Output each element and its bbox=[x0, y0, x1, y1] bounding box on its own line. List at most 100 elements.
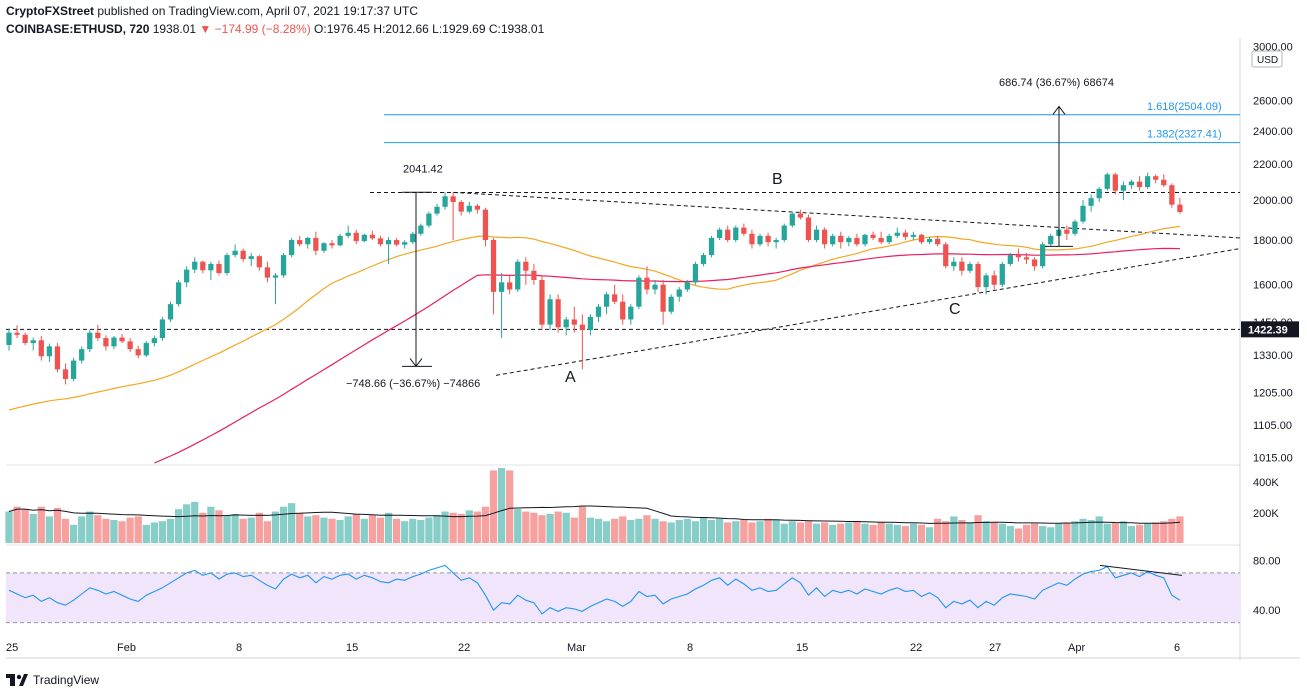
time-tick-label: 22 bbox=[910, 642, 922, 654]
candle-body bbox=[474, 205, 480, 210]
volume-bar bbox=[748, 522, 756, 543]
volume-bar bbox=[368, 515, 377, 543]
volume-bar bbox=[1143, 523, 1152, 543]
candle-body bbox=[515, 261, 521, 290]
volume-bar bbox=[352, 513, 360, 543]
candle-body bbox=[22, 334, 28, 344]
candle-body bbox=[1128, 181, 1135, 186]
volume-bar bbox=[917, 524, 926, 543]
volume-bar bbox=[885, 523, 893, 543]
volume-bar bbox=[756, 521, 764, 543]
candle-body bbox=[256, 256, 262, 268]
publish-info: published on TradingView.com, April 07, … bbox=[94, 4, 418, 18]
candle-body bbox=[434, 206, 440, 214]
volume-bar bbox=[982, 521, 990, 543]
volume-bar bbox=[473, 511, 481, 543]
volume-bar bbox=[659, 521, 667, 543]
volume-bar bbox=[530, 512, 538, 543]
candle-body bbox=[321, 243, 327, 251]
candle-body bbox=[975, 263, 981, 288]
candle-body bbox=[935, 238, 941, 245]
candle-body bbox=[1048, 235, 1054, 245]
volume-bar bbox=[279, 506, 288, 543]
volume-bar bbox=[247, 517, 255, 543]
fib-level-label: 1.382(2327.41) bbox=[1147, 129, 1222, 141]
candle-body bbox=[385, 240, 392, 245]
footer-brand: TradingView bbox=[33, 673, 100, 687]
candle-body bbox=[644, 277, 650, 290]
candle-body bbox=[765, 235, 771, 243]
volume-bar bbox=[296, 512, 304, 543]
candle-body bbox=[353, 232, 359, 242]
candle-body bbox=[1096, 188, 1102, 199]
ohlc-values: O:1976.45 H:2012.66 L:1929.69 C:1938.01 bbox=[310, 22, 545, 36]
candle-body bbox=[773, 240, 779, 243]
candle-body bbox=[652, 284, 658, 290]
candle-body bbox=[498, 282, 505, 292]
volume-bar bbox=[562, 512, 570, 543]
volume-bar bbox=[166, 518, 175, 543]
candle-body bbox=[555, 299, 561, 328]
volume-bar bbox=[392, 518, 401, 543]
candle-body bbox=[377, 238, 384, 245]
tradingview-footer[interactable]: TradingView bbox=[6, 673, 99, 687]
candle-body bbox=[700, 255, 707, 264]
volume-bar bbox=[102, 518, 110, 543]
rsi-divergence-line bbox=[1099, 564, 1183, 576]
volume-tick-label: 200K bbox=[1253, 508, 1279, 520]
candle-body bbox=[361, 234, 367, 242]
wave-point-label: A bbox=[565, 369, 576, 386]
candle-body bbox=[628, 306, 634, 320]
volume-bar bbox=[699, 517, 708, 543]
candle-body bbox=[523, 261, 529, 271]
volume-bar bbox=[578, 506, 586, 543]
candle-body bbox=[1007, 255, 1013, 264]
candle-body bbox=[620, 301, 626, 320]
candle-body bbox=[926, 238, 933, 243]
currency-label: USD bbox=[1257, 55, 1278, 66]
candle-body bbox=[297, 240, 303, 245]
volume-bar bbox=[457, 513, 465, 543]
volume-bar bbox=[312, 515, 320, 543]
candle-body bbox=[1015, 255, 1022, 258]
price-tick-label: 2000.00 bbox=[1253, 195, 1293, 207]
candle-body bbox=[862, 234, 868, 245]
candle-body bbox=[119, 337, 125, 342]
volume-bar bbox=[667, 522, 675, 543]
candle-body bbox=[741, 227, 747, 234]
descending-trendline bbox=[453, 191, 1241, 239]
volume-bar bbox=[829, 524, 837, 543]
volume-bar bbox=[304, 516, 312, 543]
volume-bar bbox=[804, 521, 813, 543]
candle-body bbox=[660, 284, 666, 312]
candle-body bbox=[232, 250, 238, 256]
time-tick-label: 27 bbox=[989, 642, 1001, 654]
candle-body bbox=[175, 282, 182, 305]
candle-body bbox=[289, 240, 295, 256]
volume-bar bbox=[812, 523, 821, 543]
volume-bar bbox=[772, 520, 780, 543]
volume-bar bbox=[901, 526, 909, 543]
volume-bar bbox=[231, 513, 239, 543]
volume-bar bbox=[118, 521, 126, 543]
volume-bar bbox=[538, 515, 546, 543]
price-tick-label: 1800.00 bbox=[1253, 235, 1293, 247]
volume-bar bbox=[796, 522, 805, 543]
candle-body bbox=[151, 338, 157, 344]
drop-arrow-head bbox=[409, 358, 423, 368]
candle-body bbox=[458, 201, 464, 212]
price-tick-label: 1105.00 bbox=[1253, 420, 1292, 432]
volume-bar bbox=[1071, 521, 1079, 543]
volume-bar bbox=[740, 520, 748, 543]
time-tick-label: 8 bbox=[687, 642, 693, 654]
time-tick-label: 6 bbox=[1174, 642, 1180, 654]
candle-body bbox=[725, 229, 731, 241]
volume-bar bbox=[554, 511, 562, 543]
high-price-label: 2041.42 bbox=[403, 163, 443, 175]
volume-bar bbox=[5, 511, 13, 543]
candle-body bbox=[967, 263, 973, 271]
candle-body bbox=[547, 299, 553, 325]
volume-bar bbox=[877, 522, 885, 543]
candle-body bbox=[717, 229, 723, 238]
